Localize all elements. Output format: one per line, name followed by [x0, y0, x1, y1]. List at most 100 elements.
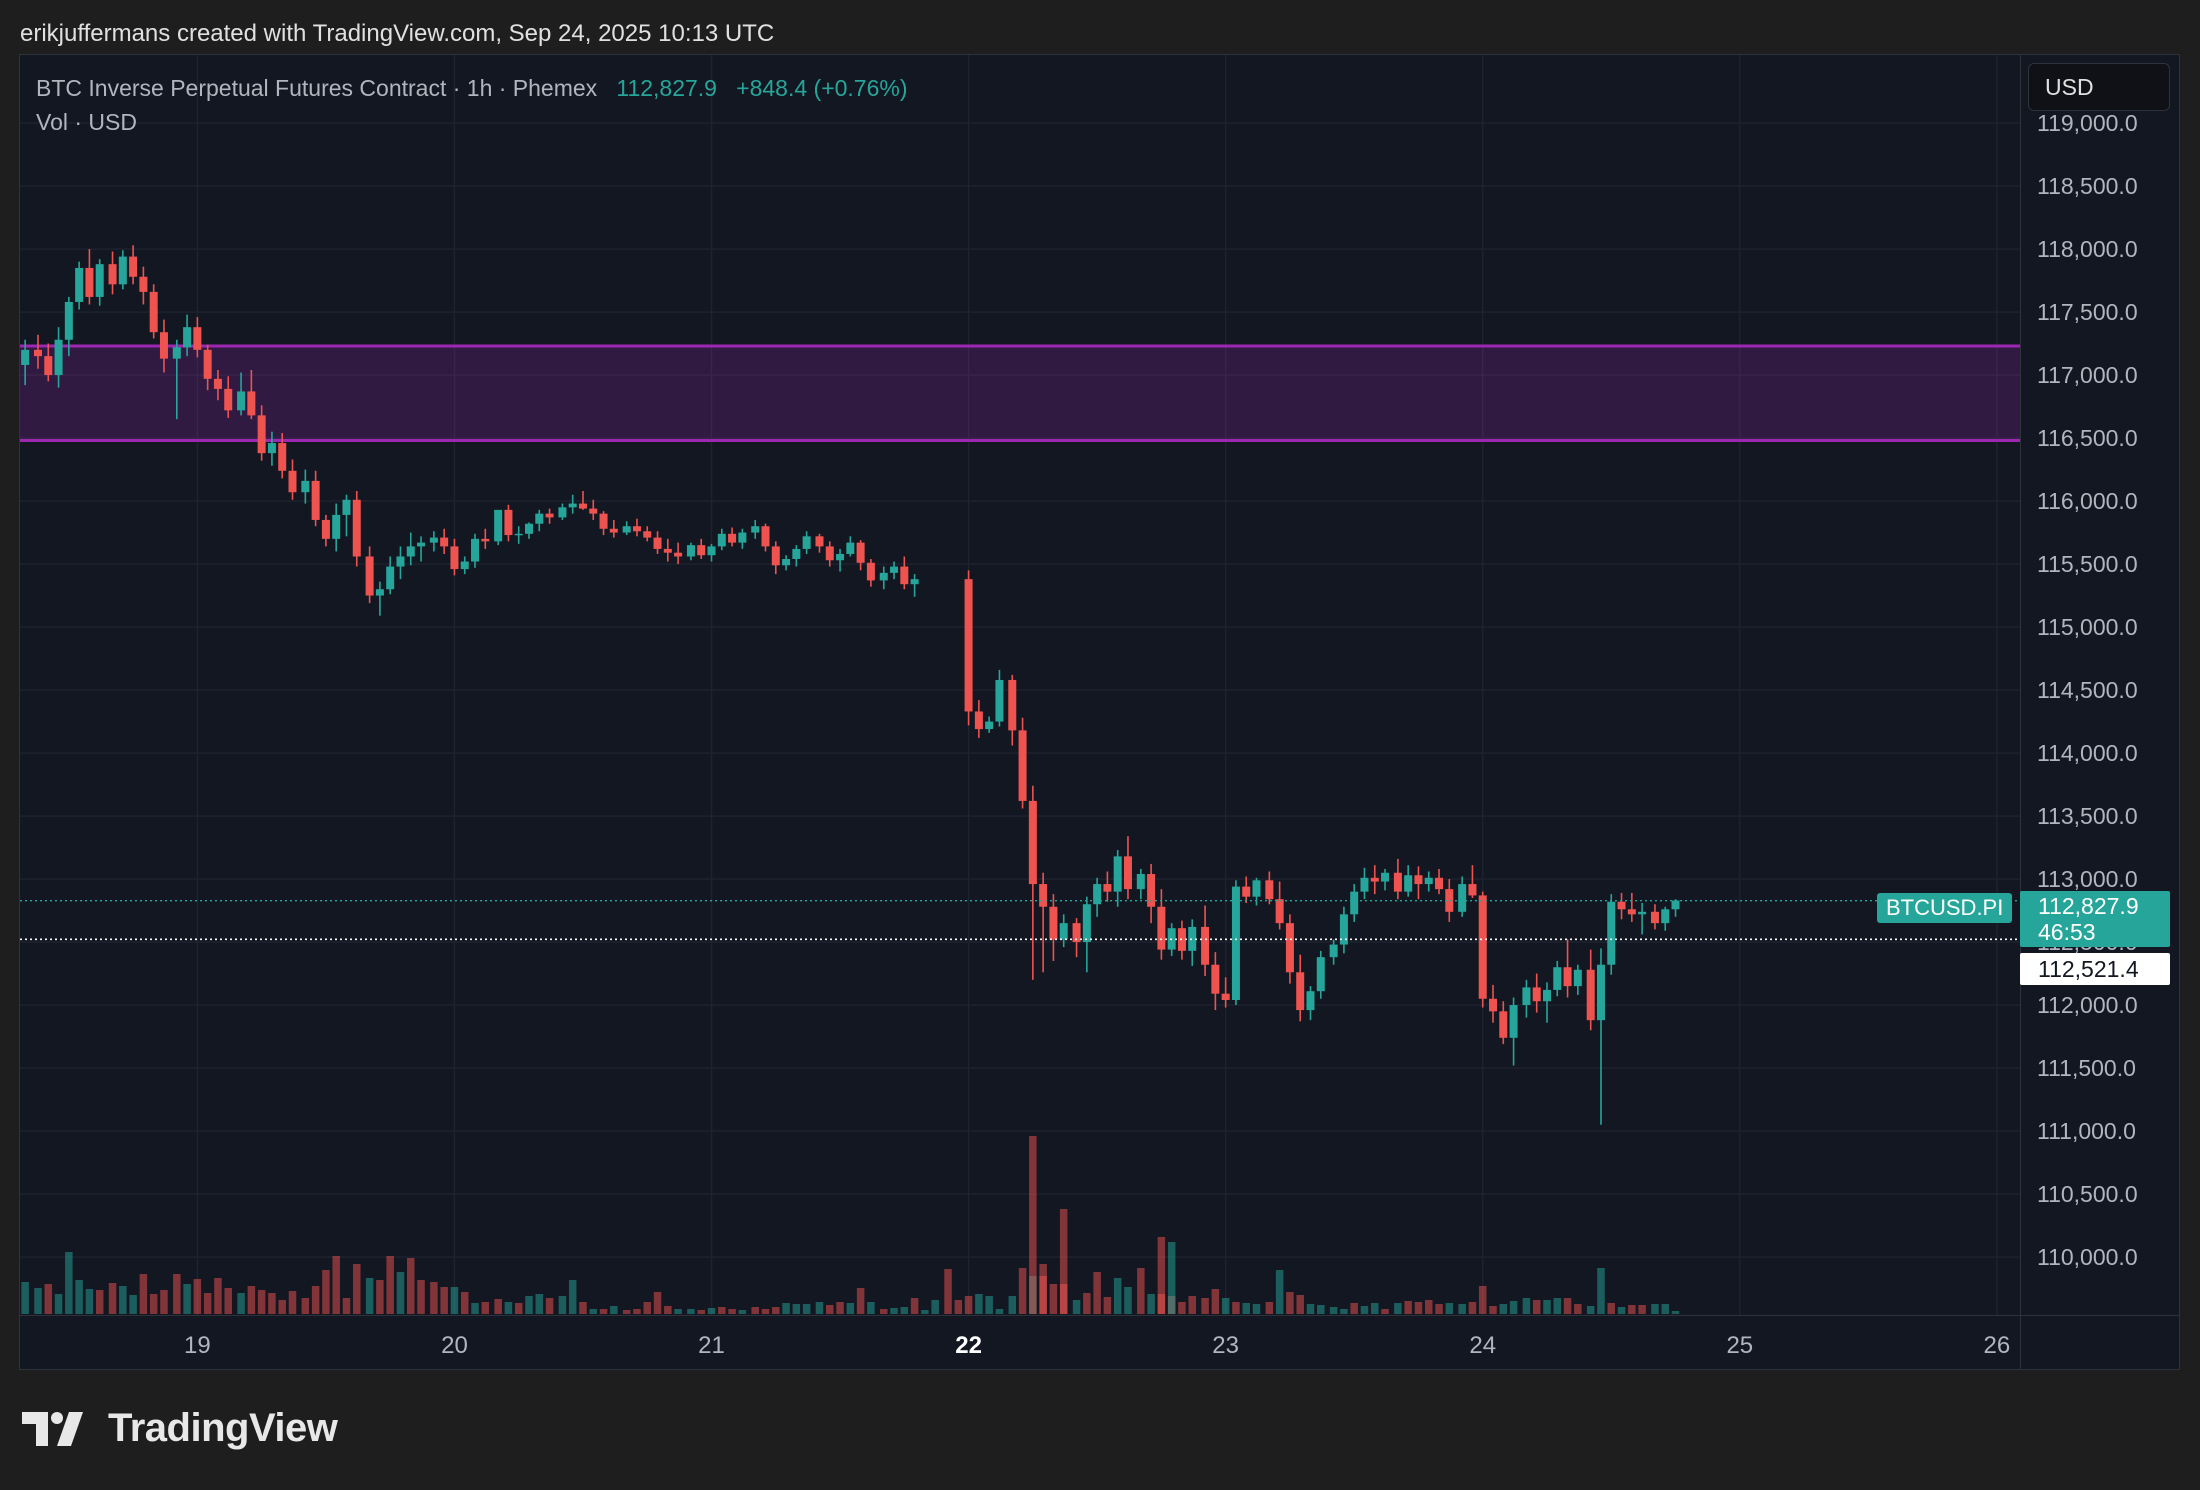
candle-body	[738, 532, 747, 543]
candle-body	[846, 542, 855, 554]
volume-bar	[278, 1300, 286, 1314]
volume-bar	[579, 1302, 587, 1314]
candle-body	[802, 536, 811, 549]
candle-body	[1201, 926, 1210, 965]
volume-bar	[622, 1310, 631, 1314]
time-axis-label: 26	[1984, 1332, 2011, 1359]
candle-body	[95, 264, 104, 297]
volume-bar	[1371, 1303, 1379, 1314]
time-axis-label: 22	[955, 1332, 982, 1359]
candle-body	[1306, 991, 1315, 1011]
candle-body	[825, 546, 834, 561]
volume-bar	[1188, 1296, 1196, 1314]
volume-bar	[129, 1295, 137, 1314]
volume-bar	[108, 1283, 117, 1314]
candle-body	[1586, 969, 1595, 1021]
candle-body	[674, 552, 683, 557]
volume-bar	[815, 1302, 824, 1314]
candle-body	[311, 480, 320, 520]
volume-bar	[396, 1272, 405, 1314]
volume-bar	[1211, 1289, 1220, 1314]
last-price-value: 112,827.9	[2038, 893, 2139, 919]
volume-bar	[653, 1292, 662, 1314]
volume-bar	[1008, 1296, 1017, 1314]
candle-body	[471, 538, 480, 562]
candle-body	[836, 553, 845, 561]
currency-selector[interactable]: USD	[2028, 63, 2170, 111]
volume-bar	[1607, 1303, 1616, 1314]
volume-bar	[1522, 1298, 1531, 1314]
candle-body	[1661, 909, 1670, 924]
candle-body	[75, 267, 84, 302]
volume-bar	[910, 1298, 919, 1314]
candle-body	[524, 523, 533, 534]
price-axis-label: 113,000.0	[2037, 866, 2138, 892]
volume-bar	[1499, 1304, 1508, 1314]
volume-bar	[1574, 1304, 1582, 1314]
chart-frame[interactable]: 119,000.0 118,500.0 118,000.0 117,500.0 117,…	[19, 54, 2180, 1370]
volume-bar	[643, 1302, 651, 1314]
volume-bar	[944, 1269, 952, 1314]
volume-bar	[964, 1296, 973, 1314]
volume-bar	[674, 1309, 682, 1314]
candle-body	[1275, 899, 1284, 924]
candle-body	[1638, 911, 1647, 915]
candle-body	[1542, 989, 1551, 1002]
volume-bar	[772, 1307, 780, 1314]
volume-bar	[1553, 1298, 1562, 1314]
candle-body	[85, 267, 94, 297]
volume-bar	[214, 1278, 222, 1314]
volume-bar	[1049, 1284, 1058, 1314]
candle-body	[149, 291, 158, 333]
price-chart[interactable]: 119,000.0 118,500.0 118,000.0 117,500.0 117,…	[20, 55, 2179, 1369]
candle-body	[1435, 877, 1444, 890]
volume-bar	[1252, 1304, 1261, 1314]
price-axis-label: 115,500.0	[2037, 551, 2138, 577]
volume-bar	[535, 1294, 544, 1314]
candle-body	[856, 542, 865, 563]
volume-bar	[203, 1293, 212, 1314]
volume-bar	[856, 1288, 865, 1314]
candle-body	[1393, 872, 1402, 892]
volume-bar	[525, 1296, 533, 1314]
candle-body	[203, 349, 212, 379]
candle-body	[247, 391, 256, 416]
volume-bar	[846, 1303, 855, 1314]
candle-body	[643, 531, 652, 538]
volume-bar	[1242, 1303, 1250, 1314]
volume-bar	[1468, 1302, 1477, 1314]
price-axis-label: 116,500.0	[2037, 425, 2138, 451]
price-axis-label: 116,000.0	[2037, 488, 2138, 514]
volume-bar	[139, 1274, 148, 1314]
volume-bar	[1083, 1293, 1091, 1314]
candle-body	[1350, 891, 1359, 915]
candle-body	[1458, 884, 1467, 912]
price-axis-label: 117,000.0	[2037, 362, 2138, 388]
candle-body	[504, 509, 513, 536]
volume-bar	[1509, 1301, 1518, 1314]
candle-body	[1059, 923, 1068, 940]
legend-symbol: BTC Inverse Perpetual Futures Contract ·…	[36, 75, 598, 101]
volume-bar	[1424, 1300, 1433, 1314]
candle-body	[183, 327, 192, 348]
candle-body	[1157, 906, 1166, 950]
volume-bar	[880, 1309, 888, 1314]
volume-bar	[802, 1304, 811, 1314]
legend-change: +848.4 (+0.76%)	[736, 75, 908, 101]
volume-bar	[21, 1282, 29, 1314]
candle-body	[815, 536, 824, 547]
candle-body	[1039, 884, 1048, 907]
candle-body	[1123, 856, 1132, 890]
volume-bar	[257, 1290, 266, 1314]
candle-body	[686, 545, 695, 557]
volume-bar	[149, 1294, 158, 1314]
candle-body	[771, 546, 780, 566]
volume-bar	[1232, 1302, 1240, 1314]
volume-bar	[900, 1307, 909, 1314]
volume-bar	[1414, 1302, 1423, 1314]
resistance-zone	[20, 346, 2020, 441]
volume-bar	[890, 1308, 898, 1314]
bar-countdown: 46:53	[2038, 919, 2096, 945]
candle-body	[974, 711, 983, 730]
volume-bar	[1350, 1303, 1358, 1314]
